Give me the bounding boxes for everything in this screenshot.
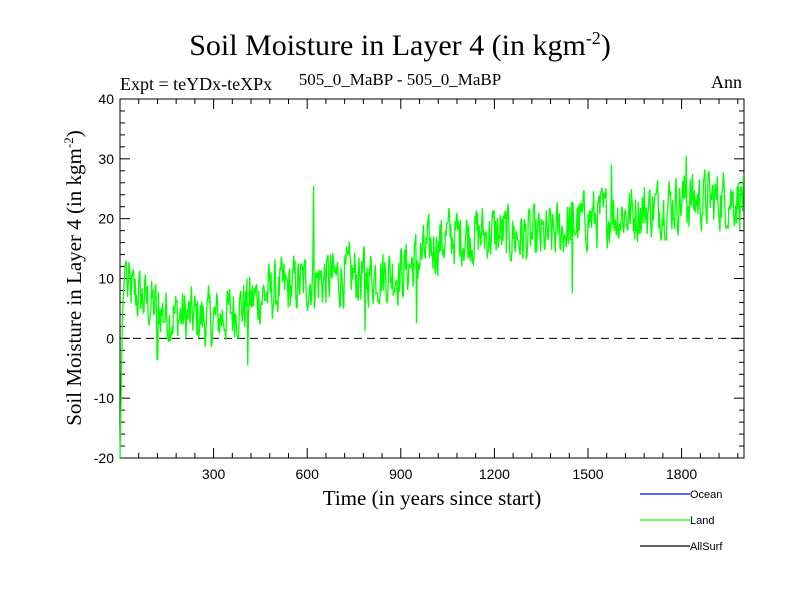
axis-tick-labels: -20 -10 0 10 20 30 40 300 600 900 1200 1500 1800 xyxy=(94,91,698,482)
legend-label-land: Land xyxy=(690,515,714,527)
x-axis-label: Time (in years since start) xyxy=(322,486,542,510)
legend-label-ocean: Ocean xyxy=(690,489,722,501)
x-tick-label: 1800 xyxy=(666,466,697,482)
x-tick-label: 300 xyxy=(202,466,226,482)
y-tick-label: -10 xyxy=(94,390,114,406)
period-label: Ann xyxy=(711,72,742,92)
chart-title: Soil Moisture in Layer 4 (in kgm-2) xyxy=(189,28,611,62)
experiment-label: Expt = teYDx-teXPx xyxy=(120,74,273,94)
x-tick-label: 600 xyxy=(296,466,320,482)
x-tick-label: 900 xyxy=(389,466,413,482)
x-tick-label: 1200 xyxy=(479,466,510,482)
y-tick-label: 30 xyxy=(98,151,114,167)
chart-subtitle: 505_0_MaBP - 505_0_MaBP xyxy=(298,70,502,89)
y-tick-label: 10 xyxy=(98,271,114,287)
y-axis-label: Soil Moisture in Layer 4 (in kgm-2) xyxy=(61,130,86,426)
series-line-land xyxy=(119,155,745,459)
axis-ticks xyxy=(120,98,744,459)
y-tick-label: 0 xyxy=(106,330,114,346)
legend: Ocean Land AllSurf xyxy=(640,489,723,553)
plot-area-frame xyxy=(119,98,745,459)
y-tick-label: 20 xyxy=(98,211,114,227)
y-tick-label: -20 xyxy=(94,450,114,466)
y-tick-label: 40 xyxy=(98,91,114,107)
x-tick-label: 1500 xyxy=(572,466,603,482)
legend-label-allsurf: AllSurf xyxy=(690,541,723,553)
